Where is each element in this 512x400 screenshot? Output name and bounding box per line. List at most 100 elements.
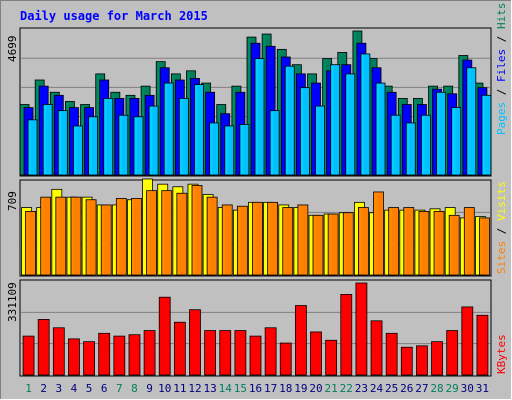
day-label-4: 4 xyxy=(71,382,78,395)
bar-sites-day-22 xyxy=(342,212,354,276)
day-label-2: 2 xyxy=(40,382,47,395)
bar-pages-day-30 xyxy=(466,67,477,176)
day-label-27: 27 xyxy=(415,382,428,395)
day-label-16: 16 xyxy=(249,382,262,395)
bar-sites-day-13-highlight xyxy=(208,198,211,274)
bar-sites-day-25 xyxy=(388,207,400,276)
bar-sites-day-20-highlight xyxy=(314,216,317,274)
bar-kbytes-day-3-highlight xyxy=(54,328,57,374)
bar-sites-day-16 xyxy=(252,201,263,276)
bar-sites-day-3 xyxy=(55,196,67,276)
bar-kbytes-day-24-highlight xyxy=(372,321,375,374)
bar-files-day-21-highlight xyxy=(327,71,330,174)
bar-files-day-20-highlight xyxy=(312,84,315,174)
day-label-6: 6 xyxy=(101,382,108,395)
bar-pages-day-9 xyxy=(148,105,159,176)
bar-visits-day-25-highlight xyxy=(385,211,388,274)
day-label-14: 14 xyxy=(219,382,233,395)
bar-kbytes-day-28 xyxy=(431,341,443,376)
bar-sites-day-30-highlight xyxy=(465,208,468,274)
bar-files-day-8-highlight xyxy=(130,99,133,174)
bar-visits-day-12-highlight xyxy=(188,185,191,274)
bar-pages-day-25 xyxy=(390,114,401,176)
bar-files-day-11-highlight xyxy=(176,81,179,174)
bar-files-day-24-highlight xyxy=(373,68,376,174)
legend-kbytes: KBytes xyxy=(495,334,508,374)
bar-kbytes-day-1-highlight xyxy=(24,337,27,374)
bar-sites-day-31 xyxy=(479,217,490,276)
bar-pages-day-25-highlight xyxy=(392,116,395,174)
legend-sep-1: / xyxy=(495,82,508,102)
chart-title: Daily usage for March 2015 xyxy=(20,9,208,23)
bar-pages-day-30-highlight xyxy=(467,68,470,174)
bar-files-day-5-highlight xyxy=(85,108,88,174)
bar-visits-day-9-highlight xyxy=(143,179,146,274)
legend-hits: Hits xyxy=(495,3,508,30)
bar-pages-day-1 xyxy=(27,119,38,176)
bar-kbytes-day-5 xyxy=(83,341,95,376)
bar-kbytes-day-12 xyxy=(189,309,201,376)
bar-sites-day-21-highlight xyxy=(329,215,332,274)
day-label-3: 3 xyxy=(56,382,63,395)
bar-sites-day-17-highlight xyxy=(268,203,271,274)
bar-kbytes-day-14 xyxy=(219,330,232,376)
bar-sites-day-15 xyxy=(236,205,248,276)
bar-visits-day-14-highlight xyxy=(219,208,222,274)
bar-pages-day-31 xyxy=(481,94,492,176)
bar-kbytes-day-4 xyxy=(68,338,80,376)
bar-visits-day-31-highlight xyxy=(476,217,479,274)
bar-visits-day-2-highlight xyxy=(37,208,40,274)
bar-kbytes-day-13-highlight xyxy=(205,331,208,374)
bar-pages-day-29-highlight xyxy=(452,108,455,174)
bar-files-day-31-highlight xyxy=(478,88,481,174)
bar-pages-day-3-highlight xyxy=(59,111,62,174)
bar-kbytes-day-10 xyxy=(158,296,171,376)
bar-sites-day-18 xyxy=(282,207,294,276)
bar-pages-day-15-highlight xyxy=(240,125,243,174)
bar-pages-day-21 xyxy=(330,64,341,176)
day-label-17: 17 xyxy=(264,382,277,395)
bar-visits-day-15-highlight xyxy=(234,211,237,274)
bar-pages-day-10-highlight xyxy=(165,84,168,174)
day-label-13: 13 xyxy=(203,382,216,395)
bar-pages-day-28 xyxy=(436,91,446,176)
bar-pages-day-16-highlight xyxy=(256,59,258,174)
bar-sites-day-2-highlight xyxy=(41,198,44,274)
bar-kbytes-day-2 xyxy=(37,319,50,376)
bar-pages-day-10 xyxy=(163,82,174,176)
legend-bottom: KBytes xyxy=(495,334,508,374)
bar-sites-day-10-highlight xyxy=(162,191,165,274)
bar-sites-day-6 xyxy=(100,204,112,276)
bar-kbytes-day-17-highlight xyxy=(266,328,269,374)
bar-kbytes-day-7-highlight xyxy=(114,337,117,374)
bar-pages-day-18-highlight xyxy=(286,67,289,174)
panel-top xyxy=(19,27,492,177)
day-label-26: 26 xyxy=(400,382,413,395)
bar-kbytes-day-29 xyxy=(446,330,459,376)
bar-files-day-25-highlight xyxy=(388,93,391,174)
bar-files-day-22-highlight xyxy=(342,65,345,174)
legend-files: Files xyxy=(495,49,508,82)
bar-kbytes-day-27-highlight xyxy=(417,346,420,374)
bar-pages-day-27-highlight xyxy=(422,116,425,174)
bar-sites-day-5 xyxy=(85,199,97,276)
bar-kbytes-day-11-highlight xyxy=(175,323,178,374)
bar-pages-day-17 xyxy=(269,110,280,176)
bar-sites-day-18-highlight xyxy=(283,208,286,274)
bar-sites-day-26-highlight xyxy=(404,208,407,274)
bar-kbytes-day-18-highlight xyxy=(281,344,284,374)
panel-bottom xyxy=(19,279,492,377)
bar-kbytes-day-15 xyxy=(234,330,247,376)
bar-pages-day-28-highlight xyxy=(437,93,440,174)
bar-kbytes-day-31-highlight xyxy=(477,316,480,374)
bar-pages-day-21-highlight xyxy=(331,65,334,174)
bar-visits-day-24-highlight xyxy=(370,213,373,274)
bar-visits-day-30-highlight xyxy=(461,218,464,274)
bar-files-day-9-highlight xyxy=(146,96,149,174)
bar-sites-day-19-highlight xyxy=(298,205,301,274)
bar-visits-day-7-highlight xyxy=(113,205,116,274)
bar-sites-day-29 xyxy=(448,214,460,276)
bar-kbytes-day-22-highlight xyxy=(341,295,344,374)
bar-sites-day-4-highlight xyxy=(71,198,74,274)
bar-files-day-3-highlight xyxy=(55,96,58,174)
